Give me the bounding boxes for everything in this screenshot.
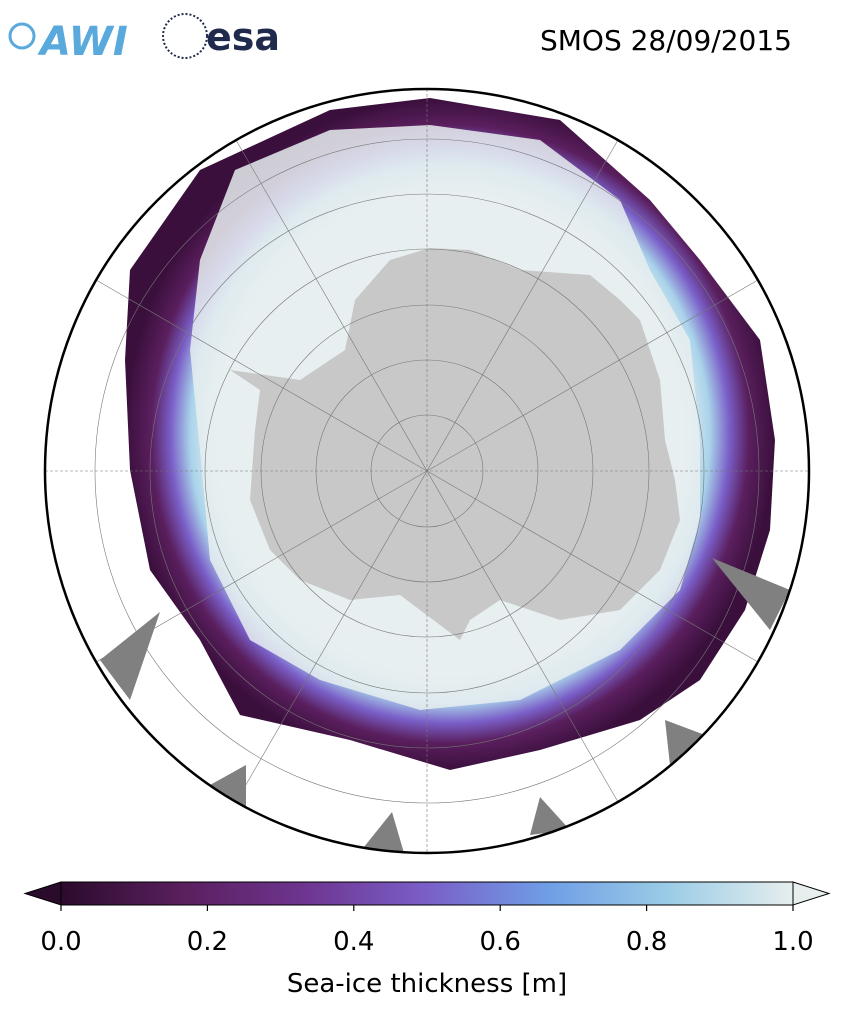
- colorbar-tick-label: 0.0: [40, 927, 81, 957]
- colorbar-tick-label: 0.4: [333, 927, 374, 957]
- esa-logo: esa: [206, 15, 280, 59]
- colorbar-extend-low: [23, 881, 62, 906]
- colorbar-tick-label: 0.6: [480, 927, 521, 957]
- map: [45, 89, 809, 853]
- map-frame: [43, 87, 811, 855]
- colorbar-extend-high: [792, 881, 831, 906]
- graticule: [45, 89, 809, 853]
- awi-icon: [8, 22, 36, 50]
- colorbar-tick-label: 1.0: [772, 927, 813, 957]
- colorbar-tick-label: 0.8: [626, 927, 667, 957]
- esa-icon: [162, 13, 208, 59]
- title: SMOS 28/09/2015: [540, 24, 792, 57]
- colorbar-tick-label: 0.2: [187, 927, 228, 957]
- antarctica: [230, 248, 680, 640]
- awi-logo: AWI: [37, 19, 128, 65]
- colorbar-bar: [60, 881, 794, 906]
- colorbar: 0.0 0.2 0.4 0.6 0.8 1.0: [23, 881, 831, 957]
- logos: AWI esa: [8, 13, 280, 65]
- colorbar-label: Sea-ice thickness [m]: [287, 969, 567, 999]
- missing-data: [100, 558, 790, 853]
